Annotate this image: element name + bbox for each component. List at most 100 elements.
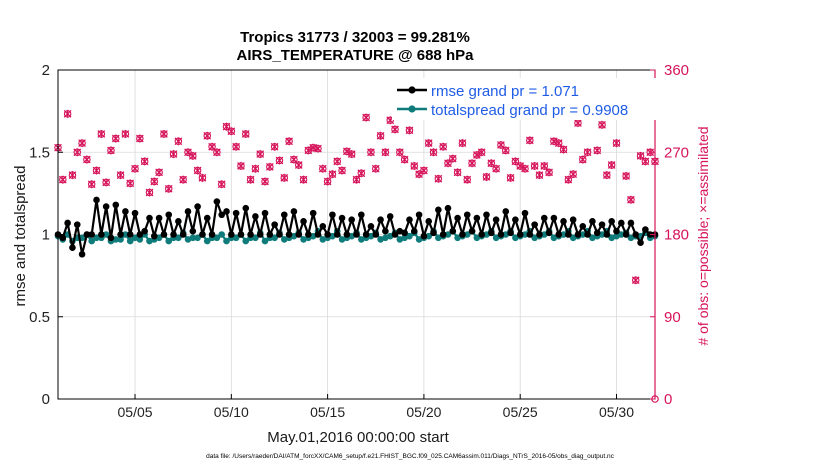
rmse-point bbox=[622, 231, 630, 238]
rmse-point bbox=[435, 206, 442, 214]
rmse-point bbox=[589, 218, 596, 225]
rmse-point bbox=[391, 231, 399, 238]
spread-point bbox=[203, 237, 211, 245]
obs-count-point bbox=[140, 157, 149, 166]
rmse-point bbox=[102, 203, 110, 210]
obs-count-point bbox=[530, 161, 539, 170]
rmse-point bbox=[358, 211, 365, 219]
chart-title-line2: AIRS_TEMPERATURE @ 688 hPa bbox=[237, 47, 475, 64]
x-tick-label: 05/25 bbox=[503, 404, 538, 420]
obs-count-point bbox=[583, 148, 592, 157]
y-tick-label-left: 0 bbox=[42, 391, 50, 408]
spread-point bbox=[175, 234, 182, 242]
rmse-point bbox=[569, 216, 577, 223]
obs-count-point bbox=[578, 155, 587, 164]
rmse-point bbox=[98, 231, 105, 238]
rmse-point bbox=[309, 209, 317, 217]
obs-count-point bbox=[439, 142, 448, 151]
obs-count-point bbox=[155, 168, 163, 177]
rmse-point bbox=[459, 231, 466, 238]
rmse-point bbox=[329, 211, 336, 219]
rmse-point bbox=[170, 231, 177, 238]
rmse-point bbox=[338, 214, 346, 222]
spread-point bbox=[194, 234, 201, 242]
obs-count-point bbox=[400, 155, 409, 164]
rmse-point bbox=[415, 211, 423, 219]
spread-point bbox=[444, 231, 452, 238]
obs-count-point bbox=[492, 164, 500, 173]
rmse-point bbox=[305, 231, 312, 238]
obs-count-point bbox=[338, 166, 346, 175]
rmse-point bbox=[73, 221, 81, 228]
rmse-point bbox=[483, 211, 490, 219]
footer-data-file: data file: /Users/raeder/DAI/ATM_forcXX/… bbox=[206, 453, 615, 460]
obs-count-point bbox=[391, 125, 399, 134]
obs-count-point bbox=[347, 150, 356, 159]
rmse-point bbox=[430, 229, 437, 237]
obs-count-point bbox=[607, 161, 616, 170]
obs-count-point bbox=[550, 137, 558, 146]
obs-count-point bbox=[121, 129, 130, 138]
rmse-point bbox=[122, 208, 129, 215]
rmse-point bbox=[507, 229, 514, 237]
rmse-point bbox=[362, 231, 370, 238]
rmse-point bbox=[160, 231, 168, 238]
obs-count-point bbox=[150, 177, 159, 186]
obs-count-point bbox=[126, 179, 135, 188]
rmse-point bbox=[155, 214, 163, 222]
rmse-point bbox=[237, 231, 245, 238]
obs-count-point bbox=[164, 184, 173, 193]
obs-count-point bbox=[434, 174, 443, 183]
rmse-point bbox=[603, 231, 611, 238]
spread-point bbox=[88, 237, 96, 245]
obs-count-point bbox=[87, 180, 96, 189]
obs-count-point bbox=[131, 164, 139, 173]
rmse-point bbox=[526, 231, 534, 238]
rmse-point bbox=[232, 209, 240, 217]
x-tick-label: 05/05 bbox=[118, 404, 153, 420]
obs-count-point bbox=[111, 134, 120, 143]
rmse-point bbox=[454, 214, 461, 222]
x-tick-label: 05/10 bbox=[214, 404, 249, 420]
y-tick-label-right: 360 bbox=[664, 62, 689, 79]
obs-count-point bbox=[424, 139, 433, 148]
rmse-point bbox=[175, 218, 182, 225]
obs-count-point bbox=[323, 177, 332, 186]
rmse-point bbox=[271, 221, 278, 228]
obs-count-point bbox=[602, 171, 611, 180]
obs-count-point bbox=[83, 155, 91, 164]
obs-count-point bbox=[256, 150, 265, 159]
legend: rmse grand pr = 1.071 totalspread grand … bbox=[392, 78, 656, 120]
y-tick-label-right: 90 bbox=[664, 309, 681, 326]
spread-point bbox=[463, 231, 471, 238]
obs-count-point bbox=[641, 157, 650, 166]
obs-count-point bbox=[477, 148, 486, 157]
obs-count-point bbox=[237, 161, 245, 170]
rmse-point bbox=[256, 231, 264, 238]
rmse-point bbox=[112, 201, 120, 209]
spread-point bbox=[102, 231, 110, 238]
rmse-point bbox=[261, 209, 269, 217]
obs-count-point bbox=[270, 142, 279, 151]
rmse-point bbox=[300, 218, 307, 225]
rmse-point bbox=[372, 231, 380, 238]
obs-count-point bbox=[217, 180, 226, 189]
obs-count-point bbox=[448, 154, 457, 163]
rmse-point bbox=[131, 209, 139, 217]
rmse-point bbox=[295, 231, 303, 238]
spread-point bbox=[271, 234, 278, 242]
rmse-point bbox=[632, 231, 640, 238]
obs-count-point bbox=[554, 139, 563, 148]
spread-point bbox=[252, 234, 259, 242]
obs-count-point bbox=[107, 146, 115, 155]
obs-count-point bbox=[227, 127, 236, 136]
rmse-point bbox=[406, 216, 413, 223]
rmse-point bbox=[516, 231, 524, 238]
obs-count-point bbox=[362, 113, 370, 122]
spread-point bbox=[425, 232, 433, 240]
spread-point bbox=[189, 234, 197, 242]
rmse-point bbox=[502, 208, 510, 215]
obs-count-point bbox=[275, 156, 284, 165]
rmse-point bbox=[401, 229, 408, 237]
